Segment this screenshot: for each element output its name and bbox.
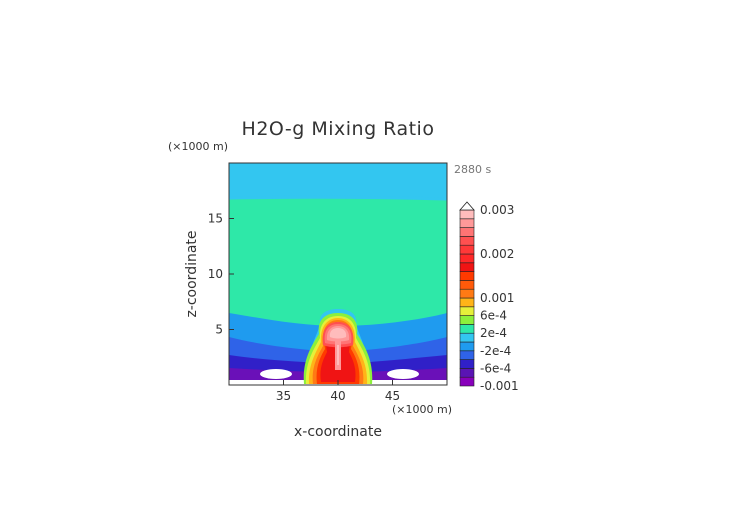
colorbar-swatch bbox=[459, 359, 475, 369]
chart-title: H2O-g Mixing Ratio bbox=[242, 118, 435, 140]
colorbar-swatch bbox=[459, 288, 475, 299]
x-axis-label: x-coordinate bbox=[294, 424, 382, 440]
upper-layer bbox=[229, 163, 447, 200]
x-tick-label: 35 bbox=[276, 389, 291, 403]
z-units-label: (×1000 m) bbox=[168, 140, 228, 153]
x-tick-label: 40 bbox=[330, 389, 345, 403]
colorbar-labels: 0.003 0.002 0.001 6e-4 2e-4 -2e-4 -6e-4 -0.001 bbox=[480, 203, 519, 393]
y-axis-ticks: 5 10 15 bbox=[208, 212, 234, 337]
colorbar-swatch bbox=[459, 280, 475, 290]
colorbar-label: 0.002 bbox=[480, 247, 514, 261]
colorbar-swatch bbox=[459, 218, 475, 228]
y-tick-label: 15 bbox=[208, 212, 223, 226]
colorbar-swatch bbox=[459, 236, 475, 246]
x-axis-ticks: 35 40 45 bbox=[276, 380, 400, 403]
colorbar-extend-arrow bbox=[459, 201, 475, 211]
colorbar-swatch bbox=[459, 368, 475, 378]
colorbar-label: 6e-4 bbox=[480, 309, 507, 323]
y-tick-label: 10 bbox=[208, 267, 223, 281]
colorbar-label: -0.001 bbox=[480, 379, 519, 393]
colorbar-swatch bbox=[459, 297, 475, 308]
colorbar-swatch bbox=[459, 262, 475, 272]
x-tick-label: 45 bbox=[385, 389, 400, 403]
colorbar bbox=[459, 201, 475, 387]
colorbar-swatch bbox=[459, 315, 475, 325]
colorbar-label: 0.001 bbox=[480, 291, 514, 305]
colorbar-swatch bbox=[459, 209, 475, 220]
colorbar-label: -6e-4 bbox=[480, 361, 511, 375]
middle-layer bbox=[229, 198, 447, 328]
x-units-label: (×1000 m) bbox=[392, 403, 452, 416]
colorbar-swatch bbox=[459, 271, 475, 281]
colorbar-label: 2e-4 bbox=[480, 326, 507, 340]
colorbar-swatch bbox=[459, 324, 475, 334]
y-tick-label: 5 bbox=[215, 323, 223, 337]
colorbar-label: -2e-4 bbox=[480, 344, 511, 358]
surface-void-right bbox=[387, 369, 419, 379]
time-label: 2880 s bbox=[454, 163, 491, 176]
contour-field bbox=[229, 163, 447, 385]
plume bbox=[303, 309, 373, 384]
layer-boundary bbox=[229, 195, 447, 201]
colorbar-swatch bbox=[459, 253, 475, 264]
colorbar-swatch bbox=[459, 341, 475, 352]
surface-void-left bbox=[260, 369, 292, 379]
colorbar-swatch bbox=[459, 332, 475, 343]
colorbar-swatch bbox=[459, 244, 475, 255]
colorbar-swatch bbox=[459, 350, 475, 360]
colorbar-swatch bbox=[459, 306, 475, 316]
colorbar-swatch bbox=[459, 227, 475, 237]
colorbar-swatch bbox=[459, 376, 475, 387]
colorbar-label: 0.003 bbox=[480, 203, 514, 217]
y-axis-label: z-coordinate bbox=[184, 230, 200, 317]
